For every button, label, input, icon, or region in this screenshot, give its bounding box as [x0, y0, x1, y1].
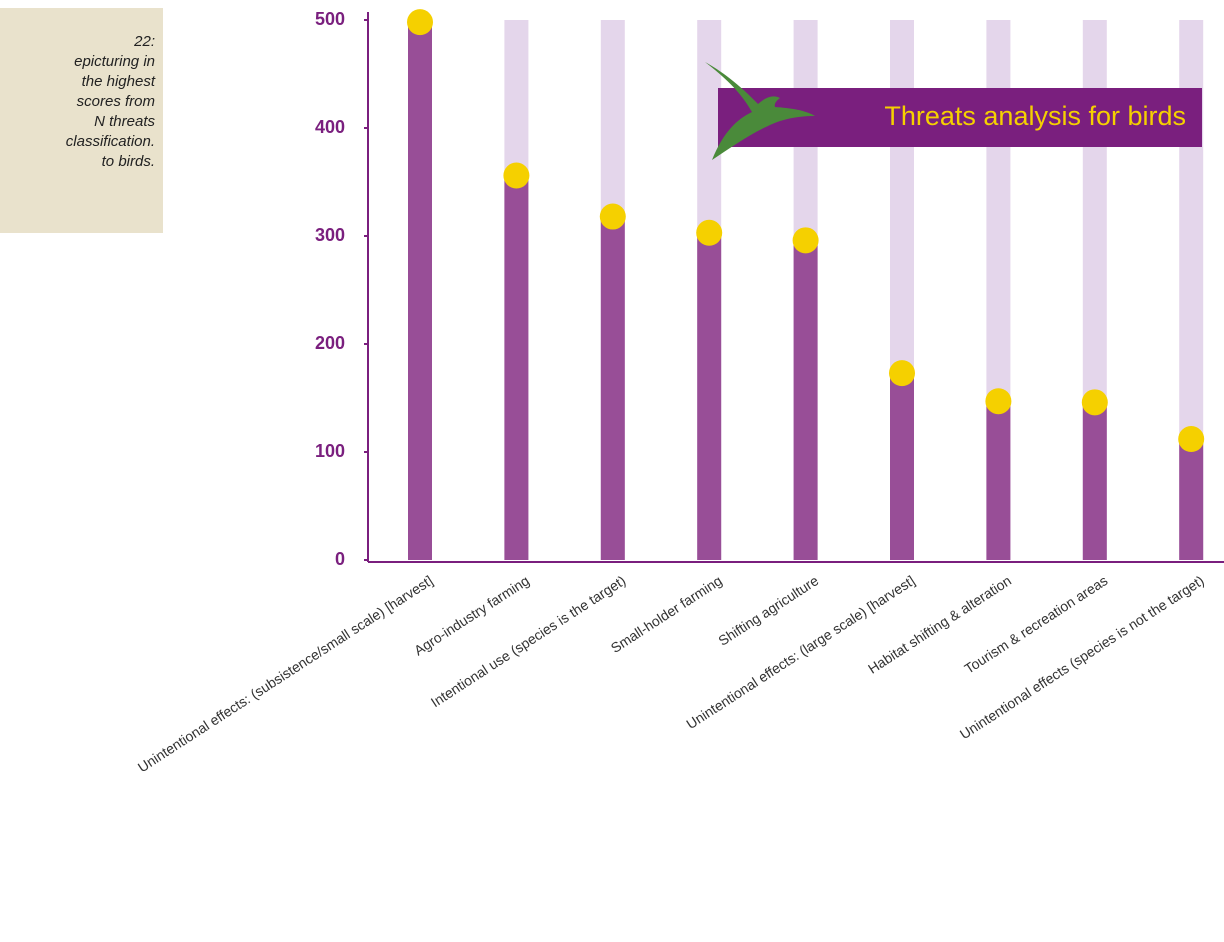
y-tick-label: 200	[315, 333, 345, 353]
y-tick-label: 400	[315, 117, 345, 137]
caption-line: scores from	[76, 93, 155, 110]
caption-line: the highest	[81, 73, 155, 90]
bar-marker	[407, 9, 433, 36]
bar	[408, 22, 432, 561]
bar-marker	[1081, 389, 1108, 416]
y-tick-label: 300	[315, 225, 345, 245]
bar	[793, 240, 818, 560]
bar	[986, 401, 1011, 560]
bar-marker	[889, 360, 915, 387]
bar	[1179, 439, 1204, 560]
y-tick-label: 100	[315, 441, 345, 461]
bar-marker	[503, 162, 530, 189]
bird-icon	[705, 62, 815, 160]
caption-line: N threats	[94, 113, 155, 130]
title-banner	[718, 88, 1202, 147]
caption-line: 22:	[134, 33, 155, 50]
x-tick-label: Shifting agriculture	[715, 572, 821, 649]
bar	[1082, 402, 1107, 560]
chart-title: Threats analysis for birds	[884, 101, 1186, 131]
x-tick-label: Intentional use (species is the target)	[428, 572, 629, 710]
bar-marker	[1178, 426, 1205, 453]
x-tick-label: Unintentional effects: (subsistence/smal…	[135, 572, 436, 775]
caption-line: classification.	[65, 133, 155, 150]
caption-box: 22: epicturing in the highest scores from N …	[0, 8, 163, 233]
y-tick-label: 0	[335, 549, 345, 569]
bar-marker	[792, 227, 819, 254]
bar	[890, 373, 914, 560]
bar-marker	[696, 219, 723, 246]
bar	[504, 175, 529, 560]
bar	[697, 232, 722, 560]
bar	[600, 216, 625, 560]
bar-marker	[599, 203, 626, 230]
bar-marker	[985, 388, 1012, 415]
caption-line: to birds.	[101, 153, 155, 170]
caption-line: epicturing in	[74, 53, 155, 70]
y-tick-label: 500	[315, 9, 345, 29]
